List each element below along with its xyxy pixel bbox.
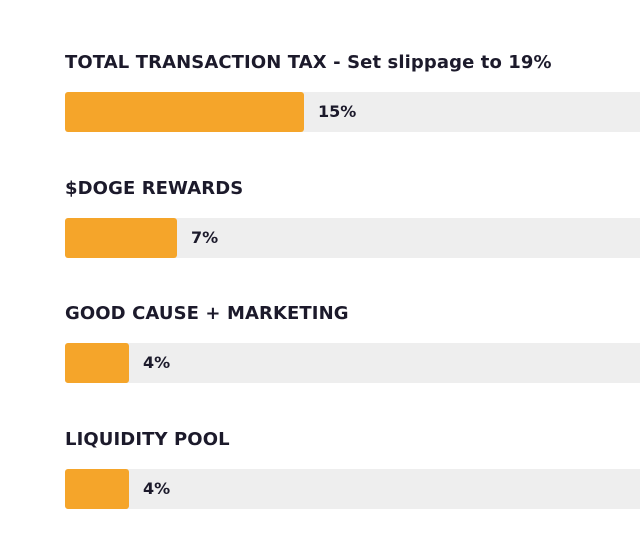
- progress-fill: [65, 343, 129, 383]
- percent-label: 15%: [318, 102, 357, 121]
- progress-track: 4%: [65, 343, 640, 383]
- tax-item-title: TOTAL TRANSACTION TAX - Set slippage to …: [65, 52, 552, 73]
- progress-track: 15%: [65, 92, 640, 132]
- progress-fill: [65, 218, 177, 258]
- percent-label: 4%: [143, 479, 171, 498]
- progress-track: 7%: [65, 218, 640, 258]
- tax-item-title: $DOGE REWARDS: [65, 178, 244, 199]
- progress-fill: [65, 469, 129, 509]
- percent-label: 4%: [143, 353, 171, 372]
- tax-item-title: LIQUIDITY POOL: [65, 429, 230, 450]
- percent-label: 7%: [191, 228, 219, 247]
- progress-track: 4%: [65, 469, 640, 509]
- progress-fill: [65, 92, 304, 132]
- tax-item-title: GOOD CAUSE + MARKETING: [65, 303, 349, 324]
